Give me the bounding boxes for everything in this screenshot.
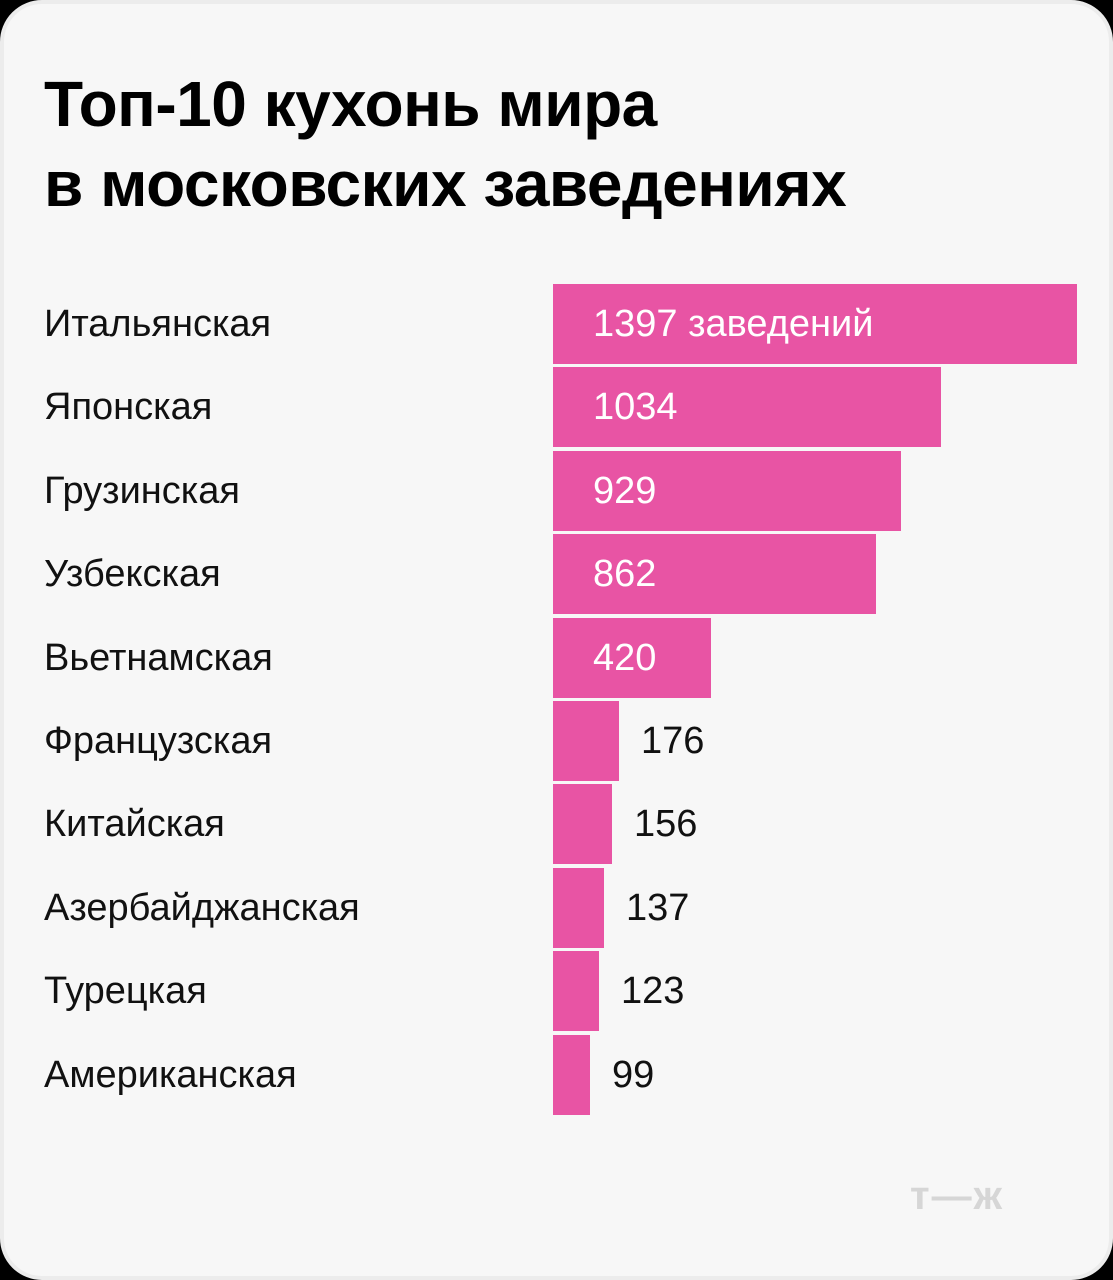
tzh-logo-icon: т—ж (910, 1174, 1004, 1218)
chart-title: Топ-10 кухонь мира в московских заведени… (44, 64, 847, 224)
bar-row: Американская 99 (4, 1034, 1113, 1115)
value-label: 176 (641, 720, 705, 762)
bar (553, 450, 901, 531)
title-line-1: Топ-10 кухонь мира (44, 68, 657, 140)
bar (553, 951, 599, 1032)
bar-row: Азербайджанская 137 (4, 867, 1113, 948)
category-label: Вьетнамская (44, 636, 273, 679)
value-label: 1034 (593, 386, 678, 429)
category-label: Азербайджанская (44, 886, 360, 929)
bar-row: Китайская 156 (4, 784, 1113, 865)
value-label: 156 (634, 803, 698, 846)
bar-row: Итальянская 1397 заведений (4, 284, 1113, 364)
value-label: 123 (621, 970, 685, 1013)
category-label: Грузинская (44, 469, 240, 512)
category-label: Японская (44, 386, 213, 429)
bar (553, 701, 619, 781)
bar (553, 617, 711, 698)
title-line-2: в московских заведениях (44, 148, 847, 220)
bar-row: Узбекская 862 (4, 534, 1113, 615)
bar (553, 367, 941, 448)
category-label: Итальянская (44, 303, 272, 345)
value-label: 137 (626, 886, 690, 929)
bar-row: Грузинская 929 (4, 450, 1113, 531)
bar-row: Вьетнамская 420 (4, 617, 1113, 698)
value-label: 420 (593, 636, 657, 679)
category-label: Узбекская (44, 553, 221, 596)
value-label: 862 (593, 553, 657, 596)
category-label: Турецкая (44, 970, 207, 1013)
value-label: 99 (612, 1053, 655, 1096)
category-label: Французская (44, 720, 273, 762)
bar-row: Турецкая 123 (4, 951, 1113, 1032)
category-label: Американская (44, 1053, 297, 1096)
category-label: Китайская (44, 803, 225, 846)
bar (553, 534, 876, 615)
bar-row: Японская 1034 (4, 367, 1113, 448)
bar-row: Французская 176 (4, 701, 1113, 781)
bar (553, 867, 604, 948)
value-label: 1397 заведений (593, 303, 874, 345)
bar (553, 784, 612, 865)
value-label: 929 (593, 469, 657, 512)
bar (553, 284, 1077, 364)
bar (553, 1034, 590, 1115)
